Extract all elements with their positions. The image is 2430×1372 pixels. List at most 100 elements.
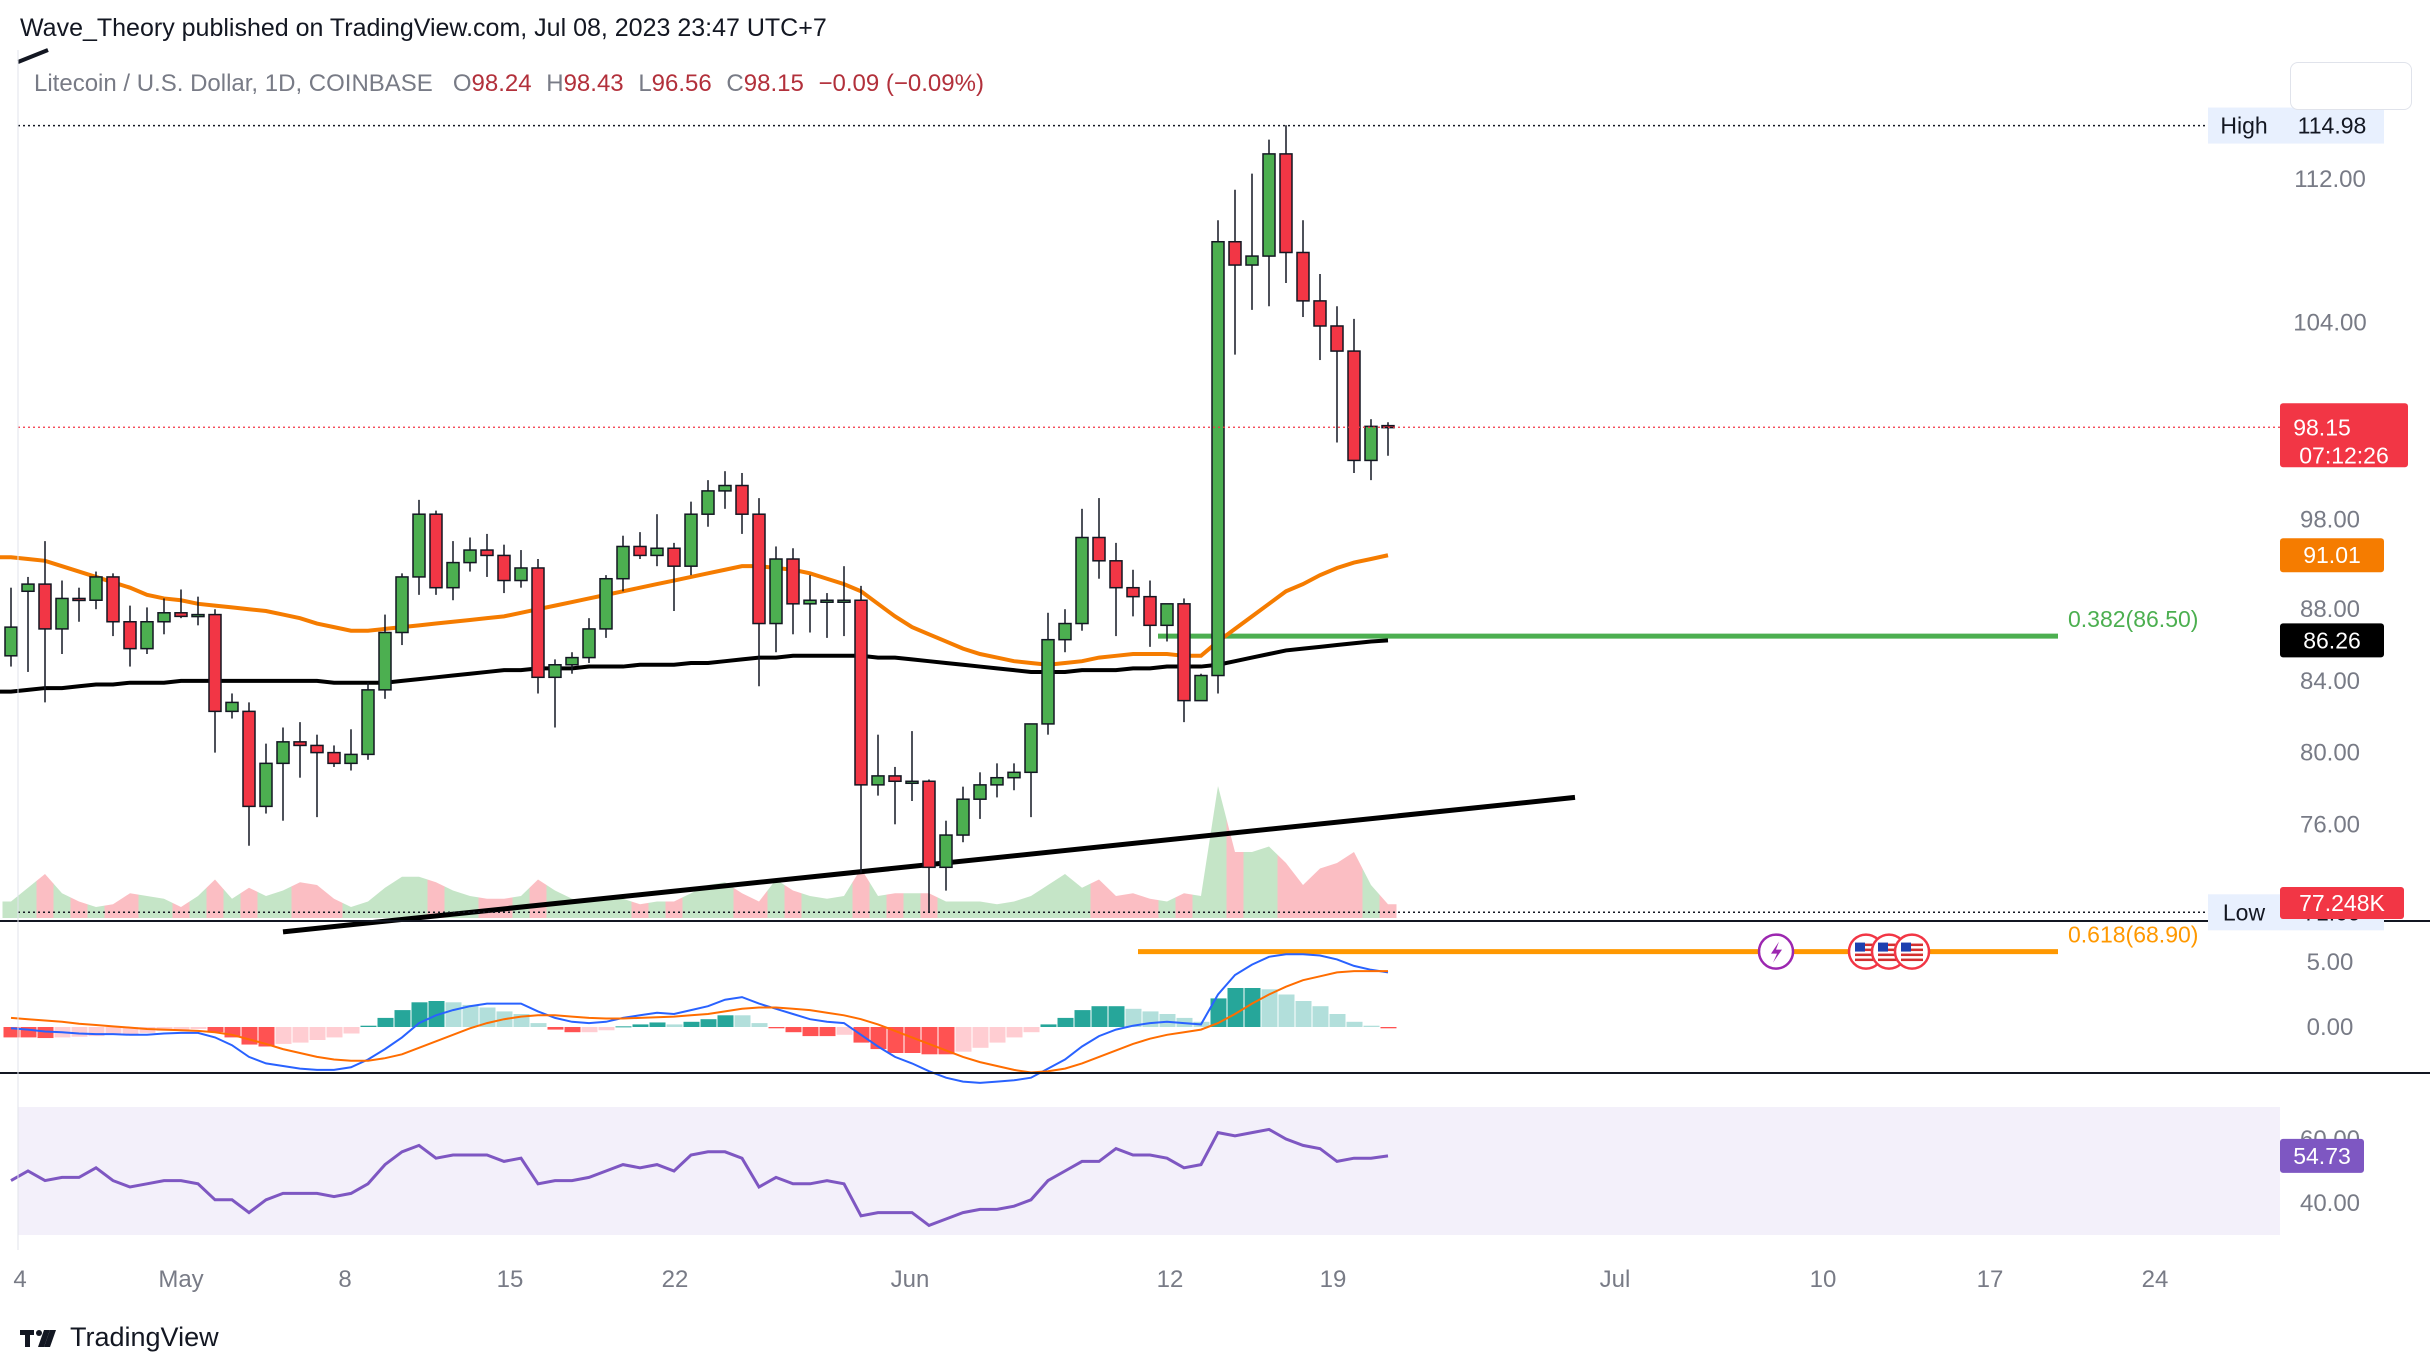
open-value: 98.24 [471, 70, 532, 97]
footer-brand-label: TradingView [70, 1322, 219, 1352]
candle-body [1092, 536, 1106, 562]
candle-body [1126, 586, 1140, 598]
candle-body [1109, 560, 1123, 589]
candle [667, 542, 681, 611]
volume-bar [376, 882, 394, 918]
macd-histogram-bar [1295, 1001, 1312, 1027]
macd-histogram-bar [1227, 988, 1244, 1027]
candle-body [582, 628, 596, 659]
candle-body [1296, 251, 1310, 302]
event-markers [1757, 933, 1931, 970]
macd-histogram-bar [343, 1027, 360, 1034]
macd-histogram-bar [207, 1027, 224, 1033]
candle-body [1024, 723, 1038, 774]
macd-histogram-bar [1040, 1024, 1057, 1027]
candle [616, 535, 630, 592]
volume-bar [155, 897, 173, 918]
candle-body [1364, 425, 1378, 462]
candle [718, 471, 732, 509]
footer-brand[interactable]: TradingView [20, 1322, 219, 1353]
symbol-title[interactable]: Litecoin / U.S. Dollar, 1D, COINBASE [34, 70, 433, 97]
macd-histogram-bar [20, 1027, 37, 1038]
candle-body [1075, 536, 1089, 625]
tradingview-logo-icon [20, 1329, 56, 1347]
candle [21, 576, 35, 672]
macd-histogram-bar [1261, 989, 1278, 1027]
sma-tag-bg [2280, 623, 2384, 658]
open-label: O [452, 70, 472, 97]
candle [1024, 723, 1038, 818]
time-axis-tick: 12 [1157, 1266, 1184, 1293]
candle [650, 514, 664, 567]
volume-bar [1039, 879, 1057, 918]
macd-histogram-bar [1074, 1010, 1091, 1027]
lightning-bolt [1771, 941, 1782, 963]
candle-body [1245, 255, 1259, 266]
candle-body [463, 549, 477, 564]
candle [293, 722, 307, 778]
macd-histogram-bar [581, 1027, 598, 1033]
candle-body [735, 484, 749, 515]
candle [259, 743, 273, 814]
candle [480, 533, 494, 577]
candle [429, 510, 443, 595]
volume-bar [1090, 879, 1108, 918]
candle-body [752, 513, 766, 625]
macd-histogram-bar [717, 1015, 734, 1027]
macd-histogram-bar [122, 1027, 139, 1035]
macd-histogram-bar [309, 1027, 326, 1040]
candle [276, 727, 290, 821]
candle [752, 498, 766, 687]
candle [684, 501, 698, 576]
rsi-axis-tick: 40.00 [2300, 1190, 2360, 1217]
price-axis-tick: 80.00 [2300, 740, 2360, 767]
candle-body [854, 599, 868, 786]
candle-body [956, 798, 970, 836]
candle [123, 605, 137, 667]
candle [956, 786, 970, 843]
candle-body [1313, 300, 1327, 327]
candle-body [446, 561, 460, 589]
volume-bar [2, 894, 20, 918]
candle-body [871, 775, 885, 786]
volume-bar [172, 901, 190, 918]
macd-histogram-bar [1312, 1006, 1329, 1027]
candle [1262, 139, 1276, 307]
flag-stripe [1901, 958, 1923, 962]
macd-histogram-bar [649, 1022, 666, 1027]
candle [1347, 318, 1361, 473]
macd-histogram-bar [1329, 1014, 1346, 1027]
volume-bar [512, 887, 530, 918]
macd-histogram-bar [938, 1027, 955, 1055]
chart-control-box[interactable] [2290, 62, 2412, 110]
rsi-tag-bg [2280, 1138, 2364, 1173]
macd-histogram-bar [1380, 1027, 1397, 1029]
low-label: L [638, 70, 652, 97]
time-axis-tick: 19 [1320, 1266, 1347, 1293]
candle [837, 566, 851, 637]
price-axis-tick: 88.00 [2300, 596, 2360, 623]
candle-body [361, 689, 375, 756]
candle-body [4, 626, 18, 657]
candle-body [1330, 325, 1344, 352]
candle [1194, 673, 1208, 702]
time-axis-tick: 17 [1977, 1266, 2004, 1293]
candle-body [21, 583, 35, 593]
time-axis-tick: 24 [2142, 1266, 2169, 1293]
candle-body [667, 547, 681, 567]
high-tag-value: 114.98 [2298, 113, 2367, 139]
candle [412, 499, 426, 595]
volume-bar [1277, 854, 1295, 918]
candle [1228, 189, 1242, 355]
macd-histogram-bar [666, 1024, 683, 1027]
macd-histogram-bar [3, 1027, 20, 1038]
candle-body [599, 577, 613, 630]
candle-body [191, 613, 205, 618]
macd-histogram-bar [734, 1015, 751, 1027]
volume-bar [1175, 893, 1193, 918]
candle [786, 548, 800, 635]
candle-body [89, 576, 103, 601]
macd-histogram-bar [1244, 988, 1261, 1027]
high-label: H [546, 70, 564, 97]
macd-histogram-bar [972, 1027, 989, 1048]
